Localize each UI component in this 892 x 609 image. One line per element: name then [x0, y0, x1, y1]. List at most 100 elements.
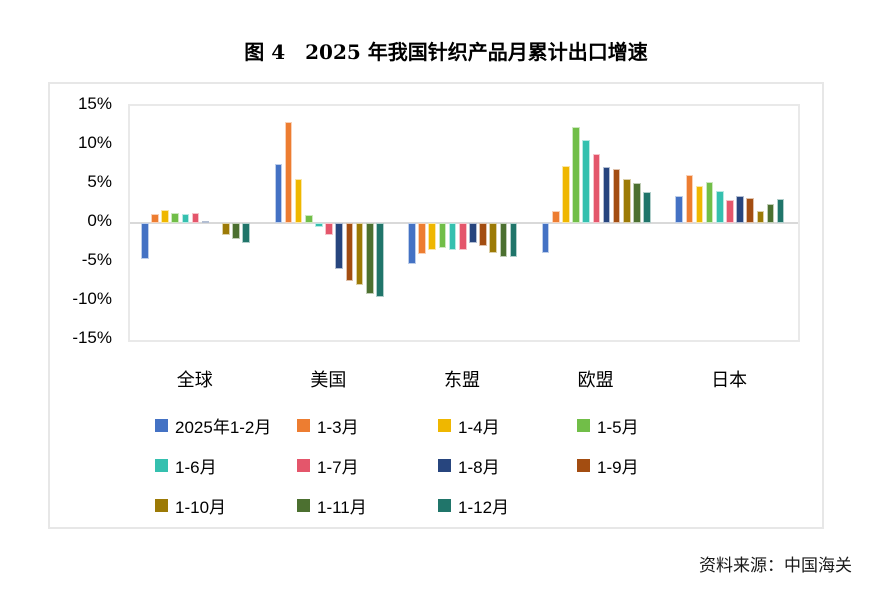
bar-全球-1-3月 — [151, 214, 159, 223]
legend-swatch-icon — [297, 418, 310, 432]
x-category-label-美国: 美国 — [310, 370, 347, 390]
y-tick-label: -10% — [72, 289, 112, 308]
bar-日本-1-6月 — [715, 191, 724, 223]
bar-美国-1-11月 — [365, 223, 374, 294]
legend-swatch-icon — [438, 458, 451, 472]
bar-全球-1-4月 — [161, 209, 169, 223]
bar-日本-1-9月 — [746, 198, 754, 223]
bar-东盟-1-4月 — [428, 223, 437, 250]
bar-欧盟-1-6月 — [582, 140, 590, 223]
bar-东盟-1-12月 — [509, 223, 518, 257]
y-tick-label: 15% — [77, 94, 112, 113]
bar-美国-1-12月 — [376, 223, 384, 298]
legend-label: 1-5月 — [597, 417, 639, 437]
bar-欧盟-1-10月 — [622, 179, 631, 223]
bar-东盟-1-3月 — [418, 223, 426, 255]
bar-东盟-1-8月 — [469, 223, 477, 243]
x-category-label-欧盟: 欧盟 — [577, 370, 614, 390]
bar-美国-1-7月 — [325, 223, 333, 236]
bar-日本-1-5月 — [705, 181, 714, 223]
legend-swatch-icon — [438, 418, 451, 432]
y-tick-label: 0% — [87, 211, 112, 230]
bar-美国-2025年1-2月 — [274, 163, 283, 223]
legend-swatch-icon — [155, 418, 168, 432]
chart-title: 图 4 2025 年我国针织产品月累计出口增速 — [244, 40, 648, 64]
legend-swatch-icon — [297, 498, 310, 512]
legend-swatch-icon — [577, 418, 590, 432]
bar-全球-1-10月 — [222, 223, 230, 235]
bar-东盟-2025年1-2月 — [408, 223, 416, 265]
bar-美国-1-3月 — [284, 122, 293, 223]
legend-item-1-12月: 1-12月 — [438, 492, 509, 518]
bar-美国-1-8月 — [335, 223, 344, 270]
legend-label: 1-4月 — [458, 417, 500, 437]
bar-东盟-1-6月 — [448, 223, 457, 250]
source-note: 资料来源：中国海关 — [699, 556, 852, 576]
legend-label: 1-11月 — [317, 497, 367, 517]
bar-日本-1-12月 — [776, 198, 785, 223]
x-category-label-东盟: 东盟 — [444, 370, 480, 390]
bar-欧盟-1-12月 — [643, 191, 651, 223]
x-category-label-日本: 日本 — [711, 370, 748, 390]
bar-欧盟-1-5月 — [572, 127, 580, 223]
bar-全球-1-8月 — [201, 220, 210, 223]
bar-美国-1-9月 — [345, 223, 354, 281]
legend-label: 1-6月 — [175, 457, 217, 477]
legend-label: 1-3月 — [317, 417, 359, 437]
bar-欧盟-2025年1-2月 — [541, 223, 550, 254]
bar-全球-1-6月 — [181, 213, 190, 223]
bar-日本-1-4月 — [695, 186, 704, 223]
legend-swatch-icon — [577, 458, 590, 472]
legend-item-2025年1-2月: 2025年1-2月 — [155, 412, 271, 438]
legend-item-1-4月: 1-4月 — [438, 412, 500, 438]
bar-全球-1-12月 — [242, 223, 251, 244]
plot-area — [128, 104, 800, 342]
bar-东盟-1-11月 — [499, 223, 508, 258]
bar-全球-2025年1-2月 — [141, 223, 149, 259]
legend-item-1-7月: 1-7月 — [297, 452, 359, 478]
bar-日本-1-7月 — [726, 199, 734, 223]
bar-东盟-1-5月 — [438, 223, 447, 248]
bar-东盟-1-7月 — [458, 223, 467, 250]
legend-swatch-icon — [155, 458, 168, 472]
bar-美国-1-4月 — [294, 179, 303, 223]
legend-label: 1-7月 — [317, 457, 359, 477]
legend-label: 1-12月 — [458, 497, 510, 517]
bar-欧盟-1-3月 — [551, 210, 560, 223]
legend-item-1-8月: 1-8月 — [438, 452, 500, 478]
bar-欧盟-1-7月 — [592, 154, 601, 223]
legend-item-1-5月: 1-5月 — [577, 412, 639, 438]
bar-东盟-1-10月 — [489, 223, 497, 254]
legend-label: 1-10月 — [175, 497, 227, 517]
bar-全球-1-5月 — [171, 212, 180, 223]
bar-东盟-1-9月 — [479, 223, 487, 246]
bar-欧盟-1-9月 — [612, 169, 621, 223]
bar-美国-1-6月 — [315, 223, 323, 227]
bar-欧盟-1-8月 — [602, 166, 611, 223]
bar-美国-1-5月 — [305, 215, 313, 223]
legend-item-1-10月: 1-10月 — [155, 492, 226, 518]
y-tick-label: -5% — [81, 250, 112, 269]
bar-日本-1-8月 — [736, 196, 744, 223]
legend-label: 1-8月 — [458, 457, 500, 477]
x-category-label-全球: 全球 — [176, 370, 213, 390]
legend-swatch-icon — [155, 498, 168, 512]
bar-欧盟-1-11月 — [633, 183, 641, 223]
y-tick-label: -15% — [72, 328, 112, 347]
bar-美国-1-10月 — [355, 223, 364, 286]
bar-日本-1-10月 — [756, 211, 765, 223]
bar-日本-1-3月 — [685, 175, 694, 223]
legend-swatch-icon — [438, 498, 451, 512]
bar-全球-1-7月 — [191, 212, 200, 223]
y-tick-label: 10% — [77, 133, 112, 152]
legend-item-1-11月: 1-11月 — [297, 492, 367, 518]
legend-swatch-icon — [297, 458, 310, 472]
bar-日本-2025年1-2月 — [675, 196, 683, 223]
legend-item-1-3月: 1-3月 — [297, 412, 359, 438]
bar-日本-1-11月 — [766, 204, 775, 223]
bar-全球-1-11月 — [232, 223, 240, 239]
bar-欧盟-1-4月 — [562, 166, 570, 223]
legend-label: 1-9月 — [597, 457, 639, 477]
y-tick-label: 5% — [87, 172, 112, 191]
